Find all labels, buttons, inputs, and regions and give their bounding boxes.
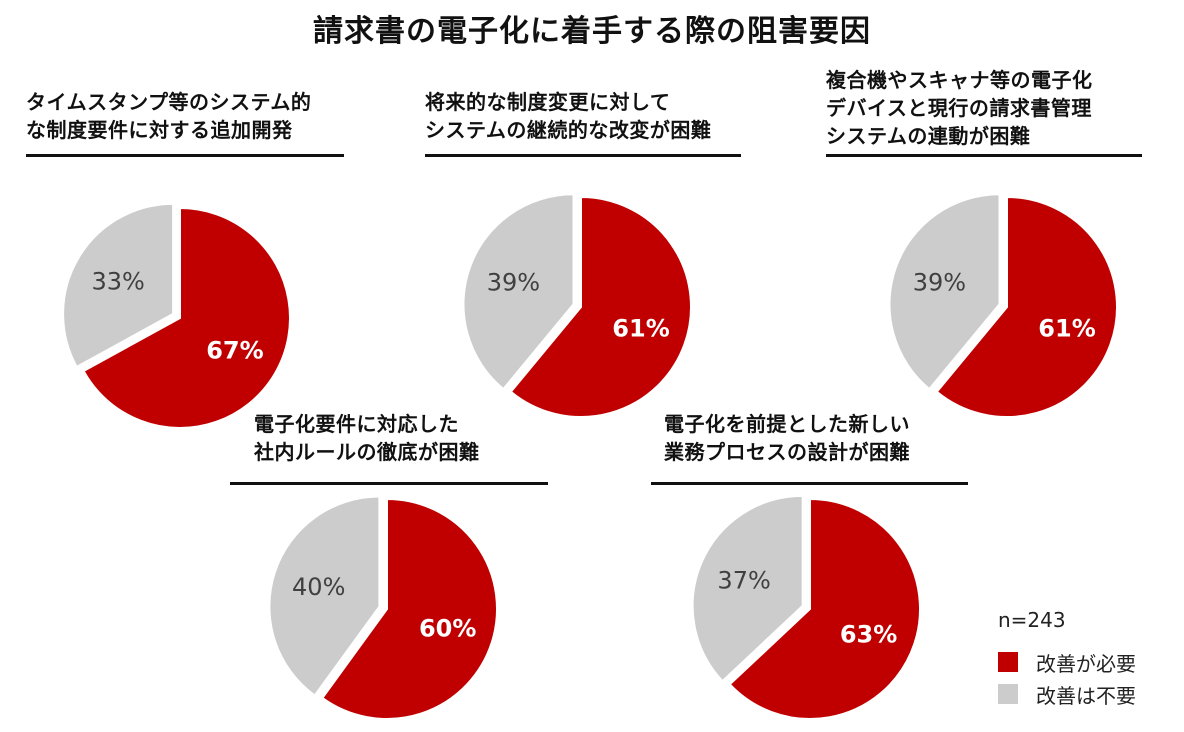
panel-0-title-rule	[26, 154, 344, 157]
panel-3-title-rule	[230, 482, 548, 485]
panel-2-title: 複合機やスキャナ等の電子化 デバイスと現行の請求書管理 システムの連動が困難	[826, 66, 1093, 150]
legend-swatch-no-improvement	[998, 684, 1018, 704]
panel-2-title-line-3: システムの連動が困難	[826, 124, 1031, 148]
sample-size-label: n=243	[998, 608, 1066, 632]
data-label-need-improvement: 61%	[612, 315, 669, 343]
data-label-no-improvement: 40%	[292, 573, 345, 601]
pie-slice-need-improvement	[728, 497, 921, 720]
panel-3-title: 電子化要件に対応した 社内ルールの徹底が困難	[254, 410, 480, 466]
data-label-need-improvement: 63%	[840, 620, 897, 648]
data-label-no-improvement: 39%	[487, 269, 540, 297]
legend-item-no-improvement: 改善は不要	[998, 678, 1136, 710]
panel-0-title-line-2: な制度要件に対する追加開発	[26, 118, 293, 142]
legend-label-no-improvement: 改善は不要	[1036, 683, 1136, 708]
pie-slice-no-improvement	[691, 494, 804, 683]
pie-slice-no-improvement	[268, 495, 381, 697]
panel-4-title-line-1: 電子化を前提とした新しい	[664, 412, 910, 436]
legend-swatch-need-improvement	[998, 652, 1018, 672]
panel-4-title: 電子化を前提とした新しい 業務プロセスの設計が困難	[664, 410, 910, 466]
panel-1-title-line-1: 将来的な制度変更に対して	[425, 90, 671, 114]
data-label-no-improvement: 39%	[913, 269, 966, 297]
legend-item-need-improvement: 改善が必要	[998, 646, 1136, 678]
panel-4-title-line-2: 業務プロセスの設計が困難	[664, 440, 910, 464]
pie-slice-need-improvement	[509, 195, 692, 418]
pie-slice-need-improvement	[935, 195, 1118, 418]
pie-slice-no-improvement	[888, 193, 1001, 391]
data-label-need-improvement: 67%	[206, 336, 263, 364]
chart-main-title: 請求書の電子化に着手する際の阻害要因	[313, 14, 871, 49]
panel-2-title-line-2: デバイスと現行の請求書管理	[826, 96, 1092, 120]
legend-label-need-improvement: 改善が必要	[1036, 651, 1136, 676]
data-label-need-improvement: 61%	[1038, 315, 1095, 343]
pie-slice-need-improvement	[82, 206, 291, 429]
panel-1-title-rule	[425, 154, 741, 157]
pie-slice-need-improvement	[320, 497, 498, 720]
data-label-need-improvement: 60%	[419, 615, 476, 643]
data-label-no-improvement: 33%	[92, 267, 145, 295]
panel-0-title: タイムスタンプ等のシステム的 な制度要件に対する追加開発	[26, 88, 311, 144]
panel-3-title-line-1: 電子化要件に対応した	[254, 412, 459, 436]
panel-3-title-line-2: 社内ルールの徹底が困難	[254, 440, 480, 464]
data-label-no-improvement: 37%	[717, 566, 770, 594]
panel-2-title-rule	[826, 154, 1142, 157]
legend: n=243 改善が必要 改善は不要	[998, 608, 1136, 710]
panel-4-title-rule	[651, 482, 968, 485]
panel-1-title-line-2: システムの継続的な改変が困難	[425, 118, 712, 142]
pie-slice-no-improvement	[62, 202, 175, 369]
panel-2-title-line-1: 複合機やスキャナ等の電子化	[826, 68, 1093, 92]
panel-1-title: 将来的な制度変更に対して システムの継続的な改変が困難	[425, 88, 711, 144]
panel-0-title-line-1: タイムスタンプ等のシステム的	[26, 90, 312, 114]
pie-slice-no-improvement	[462, 193, 575, 391]
